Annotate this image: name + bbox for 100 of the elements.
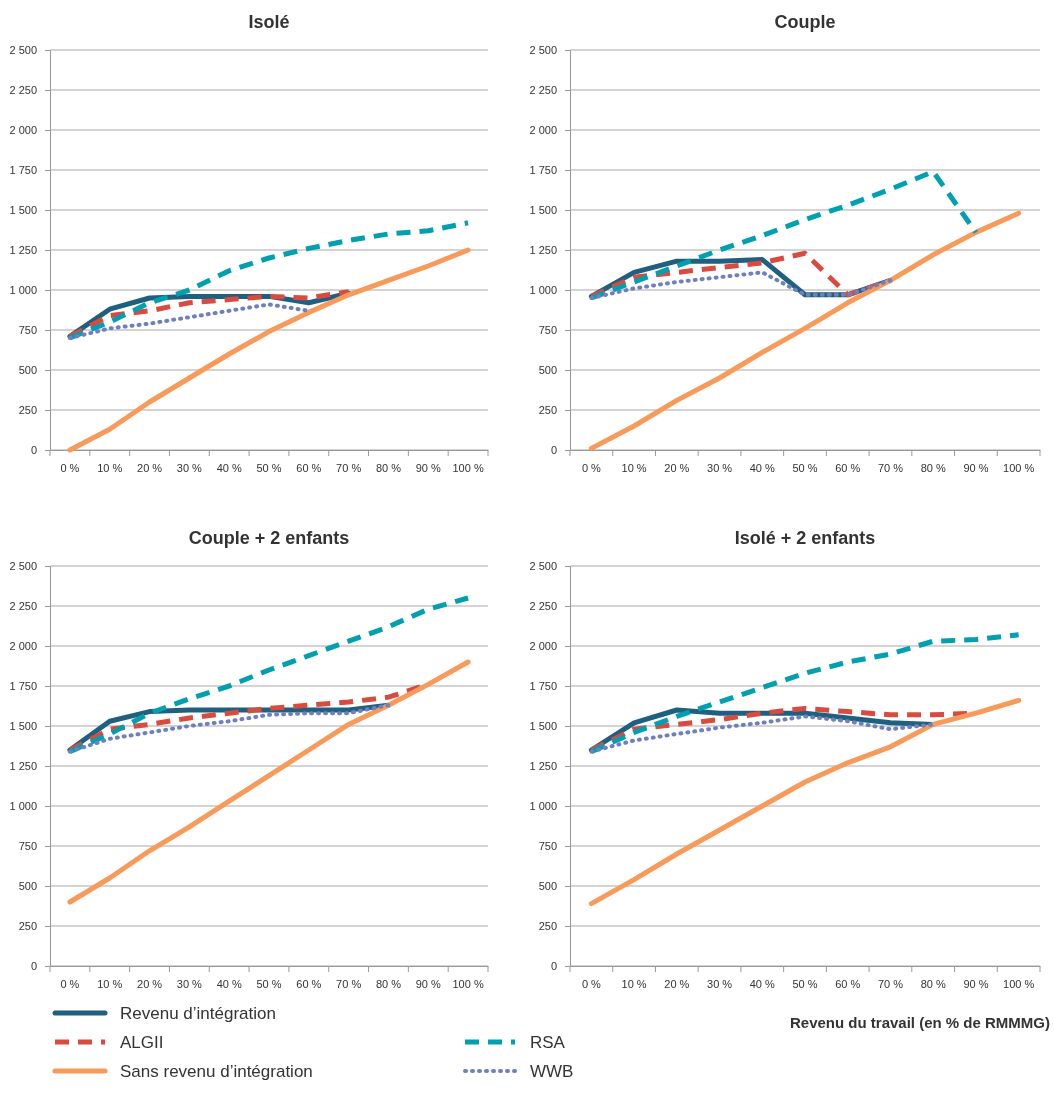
chart-title: Couple + 2 enfants [188, 528, 350, 548]
y-tick-label: 1 500 [9, 720, 37, 733]
y-tick-label: 1 250 [9, 760, 37, 773]
x-tick-label: 90 % [415, 461, 442, 474]
x-tick-label: 90 % [963, 977, 989, 990]
x-tick-label: 70 % [877, 977, 904, 990]
y-tick-label: 1 500 [529, 204, 557, 217]
y-tick-label: 2 000 [9, 640, 37, 653]
x-tick-label: 60 % [296, 461, 322, 474]
y-tick-label: 1 500 [9, 204, 37, 217]
line-series [589, 270, 893, 300]
x-tick-label: 40 % [216, 977, 242, 990]
y-tick-label: 1 000 [9, 284, 37, 297]
legend-label: ALGII [120, 1033, 164, 1052]
y-tick-label: 1 000 [9, 800, 37, 813]
x-tick-label: 30 % [707, 461, 733, 474]
legend-label: Sans revenu d’intégration [120, 1062, 313, 1081]
y-tick-label: 1 250 [529, 760, 557, 773]
x-tick-label: 50 % [792, 977, 818, 990]
x-tick-label: 20 % [664, 461, 690, 474]
y-tick-label: 1 500 [529, 720, 557, 733]
legend-label: Revenu d’intégration [120, 1004, 276, 1023]
x-tick-label: 20 % [137, 461, 163, 474]
x-tick-label: 20 % [664, 977, 690, 990]
line-series [589, 714, 936, 754]
x-tick-label: 70 % [336, 977, 362, 990]
chart-title: Isolé [248, 12, 290, 32]
y-tick-label: 1 750 [529, 680, 557, 693]
x-tick-label: 80 % [920, 461, 946, 474]
x-axis-title: Revenu du travail (en % de RMMMG) [789, 1014, 1050, 1031]
x-tick-label: 0 % [60, 977, 80, 990]
y-tick-label: 750 [538, 840, 557, 853]
x-tick-label: 80 % [375, 461, 402, 474]
x-tick-label: 10 % [621, 977, 647, 990]
x-tick-label: 80 % [375, 977, 402, 990]
y-tick-label: 250 [18, 404, 37, 417]
y-tick-label: 500 [538, 364, 557, 377]
x-tick-label: 50 % [256, 461, 282, 474]
x-tick-label: 50 % [792, 461, 818, 474]
x-tick-label: 10 % [97, 461, 123, 474]
x-tick-label: 0 % [60, 461, 80, 474]
x-tick-label: 70 % [336, 461, 362, 474]
x-tick-label: 60 % [835, 977, 861, 990]
x-tick-label: 30 % [176, 461, 203, 474]
x-tick-label: 70 % [877, 461, 904, 474]
chart-title: Isolé + 2 enfants [734, 528, 876, 548]
x-tick-label: 30 % [176, 977, 203, 990]
y-tick-label: 1 750 [9, 680, 37, 693]
y-tick-label: 2 500 [529, 44, 557, 57]
x-tick-label: 60 % [835, 461, 861, 474]
y-tick-label: 500 [538, 880, 557, 893]
y-tick-label: 0 [550, 960, 557, 973]
x-tick-label: 0 % [581, 977, 602, 990]
x-tick-label: 0 % [581, 461, 602, 474]
y-tick-label: 500 [18, 364, 37, 377]
legend-label: RSA [530, 1033, 566, 1052]
y-tick-label: 2 250 [529, 600, 557, 613]
y-tick-label: 2 000 [9, 124, 37, 137]
chart-title: Couple [774, 12, 836, 32]
x-tick-label: 50 % [256, 977, 282, 990]
y-tick-label: 1 750 [9, 164, 37, 177]
y-tick-label: 250 [538, 404, 557, 417]
y-tick-label: 750 [538, 324, 557, 337]
y-tick-label: 1 750 [529, 164, 557, 177]
x-tick-label: 10 % [621, 461, 647, 474]
y-tick-label: 250 [538, 920, 557, 933]
x-tick-label: 80 % [920, 977, 946, 990]
x-tick-label: 60 % [296, 977, 322, 990]
x-tick-label: 40 % [749, 461, 776, 474]
y-tick-label: 2 500 [529, 560, 557, 573]
y-tick-label: 2 000 [529, 124, 557, 137]
x-tick-label: 20 % [137, 977, 163, 990]
y-tick-label: 1 250 [9, 244, 37, 257]
y-tick-label: 1 000 [529, 284, 557, 297]
x-tick-label: 40 % [749, 977, 776, 990]
y-tick-label: 250 [18, 920, 37, 933]
x-tick-label: 100 % [1003, 461, 1035, 474]
y-tick-label: 2 250 [529, 84, 557, 97]
y-tick-label: 1 000 [529, 800, 557, 813]
y-tick-label: 2 500 [9, 44, 37, 57]
x-tick-label: 90 % [963, 461, 989, 474]
x-tick-label: 100 % [452, 461, 484, 474]
y-tick-label: 0 [30, 960, 37, 973]
y-tick-label: 2 500 [9, 560, 37, 573]
y-tick-label: 2 250 [9, 600, 37, 613]
x-tick-label: 10 % [97, 977, 123, 990]
y-tick-label: 1 250 [529, 244, 557, 257]
x-tick-label: 90 % [415, 977, 442, 990]
x-tick-label: 30 % [707, 977, 733, 990]
y-tick-label: 750 [18, 840, 37, 853]
y-tick-label: 2 000 [529, 640, 557, 653]
x-tick-label: 100 % [1003, 977, 1035, 990]
y-tick-label: 2 250 [9, 84, 37, 97]
y-tick-label: 0 [30, 444, 37, 457]
legend-label: WWB [530, 1062, 574, 1081]
y-tick-label: 0 [550, 444, 557, 457]
y-tick-label: 500 [18, 880, 37, 893]
x-tick-label: 100 % [452, 977, 484, 990]
x-tick-label: 40 % [216, 461, 242, 474]
y-tick-label: 750 [18, 324, 37, 337]
